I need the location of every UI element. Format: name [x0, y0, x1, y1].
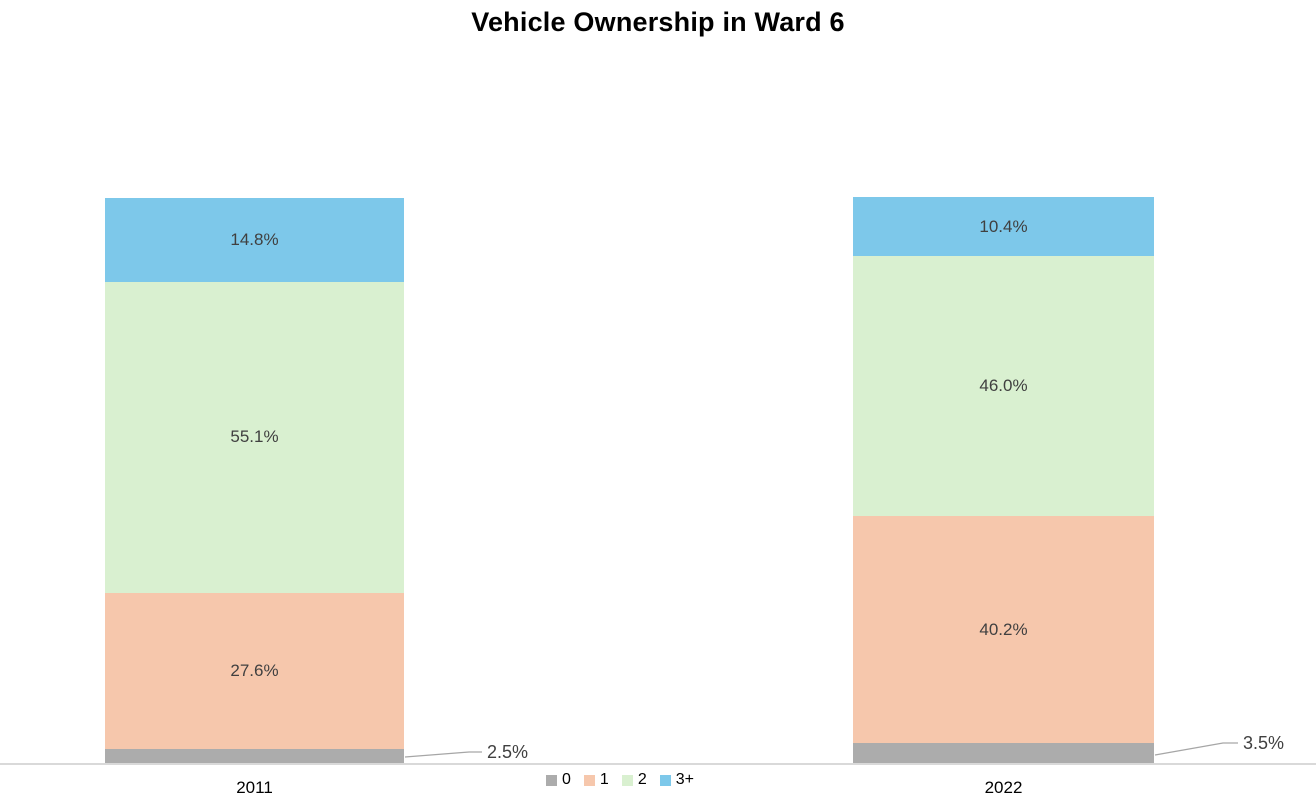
- leader-line-2022: [1154, 742, 1238, 756]
- bar-segment-2011-0: [105, 748, 404, 763]
- legend: 0 1 2 3+: [546, 771, 694, 789]
- legend-label-0: 0: [562, 771, 571, 788]
- legend-item-3plus: 3+: [659, 771, 694, 789]
- chart-title: Vehicle Ownership in Ward 6: [471, 7, 845, 37]
- bar-segment-2022-3+: 10.4%: [853, 197, 1154, 257]
- bar-segment-2011-3+: 14.8%: [105, 198, 404, 282]
- data-label-2022-3+: 10.4%: [979, 216, 1028, 236]
- bar-segment-2022-1: 40.2%: [853, 516, 1154, 744]
- bar-segment-2011-2: 55.1%: [105, 281, 404, 593]
- legend-swatch-3plus: [659, 774, 671, 786]
- callout-label-2022-0: 3.5%: [1243, 733, 1285, 753]
- leader-line-2011: [404, 751, 482, 758]
- bar-2011: 27.6% 55.1% 14.8%: [105, 198, 404, 763]
- legend-swatch-0: [546, 774, 557, 786]
- data-label-2022-1: 40.2%: [979, 619, 1028, 639]
- legend-label-2: 2: [637, 771, 647, 788]
- legend-swatch-2: [621, 774, 633, 786]
- legend-swatch-1: [583, 774, 595, 786]
- x-axis-line: [0, 763, 1316, 765]
- x-axis-label-2022: 2022: [984, 778, 1023, 797]
- legend-item-2: 2: [621, 771, 647, 789]
- data-label-2011-1: 27.6%: [230, 660, 279, 680]
- legend-item-0: 0: [546, 771, 571, 789]
- bar-segment-2011-1: 27.6%: [105, 592, 404, 749]
- bar-2022: 40.2% 46.0% 10.4%: [853, 197, 1154, 763]
- bar-segment-2022-2: 46.0%: [853, 256, 1154, 517]
- data-label-2011-3+: 14.8%: [230, 229, 279, 249]
- callout-label-2011-0: 2.5%: [487, 742, 529, 762]
- data-label-2011-2: 55.1%: [230, 427, 279, 447]
- legend-label-1: 1: [599, 771, 609, 788]
- bar-segment-2022-0: [853, 743, 1154, 763]
- x-axis-label-2011: 2011: [236, 778, 273, 797]
- data-label-2022-2: 46.0%: [979, 376, 1028, 396]
- legend-label-3plus: 3+: [675, 771, 694, 788]
- legend-item-1: 1: [583, 771, 609, 789]
